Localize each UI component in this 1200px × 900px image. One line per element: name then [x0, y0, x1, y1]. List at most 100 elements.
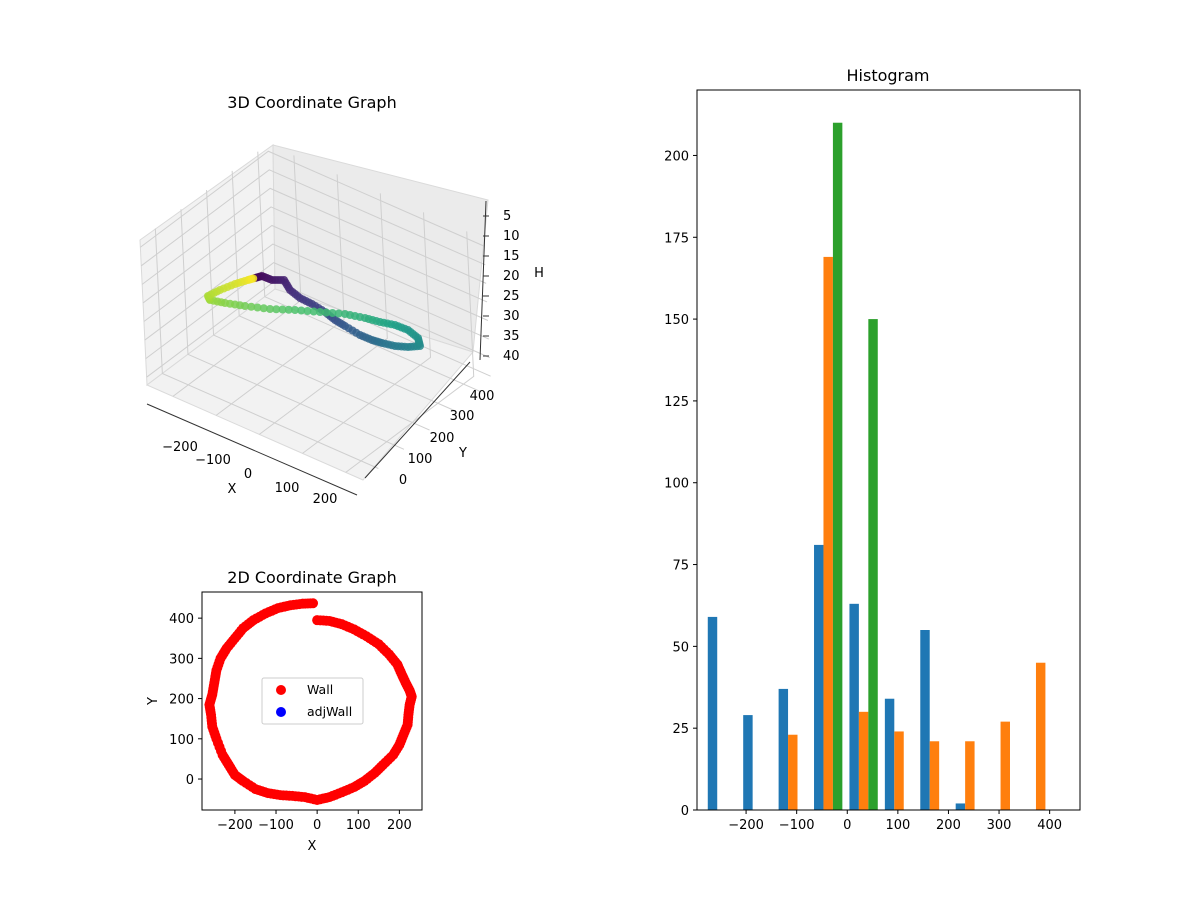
- z-tick-label-3d: 35: [503, 329, 520, 344]
- wall-point: [308, 598, 319, 609]
- y-tick-label: 50: [672, 640, 689, 655]
- hist-bar: [884, 698, 895, 810]
- y-tick-label: 0: [681, 804, 689, 819]
- plot-frame-hist: [696, 89, 1081, 811]
- hist-bar: [832, 122, 843, 810]
- x-tick-label: −200: [728, 818, 764, 833]
- ticks-hist: −200 −100 0 100 200 300 400 0 25 50 75 100 125 150 175…: [664, 149, 1062, 833]
- chart-histogram: −200 −100 0 100 200 300 400 0 25 50 75 100 125 150 175…: [664, 66, 1081, 833]
- z-tick-label-3d: 40: [503, 349, 520, 364]
- hist-bar: [814, 544, 824, 810]
- point-3d: [334, 309, 343, 318]
- y-tick-label: 25: [672, 722, 689, 737]
- x-tick-label-3d: −100: [195, 453, 231, 468]
- y-tick-label-3d: 200: [430, 431, 455, 446]
- x-tick-label-3d: 100: [275, 481, 300, 496]
- hist-bar: [929, 741, 940, 810]
- x-tick-label: 300: [987, 818, 1012, 833]
- x-tick-label: 100: [346, 818, 371, 833]
- x-axis-3d-label: X: [228, 482, 237, 497]
- point-3d: [316, 308, 324, 316]
- point-3d: [309, 307, 318, 316]
- y-tick-label: 75: [672, 559, 689, 574]
- hist-bar: [955, 803, 966, 810]
- chart-2d-title: 2D Coordinate Graph: [227, 568, 396, 587]
- legend-label-adjwall: adjWall: [307, 704, 352, 719]
- y-tick-label-3d: 400: [470, 389, 495, 404]
- y-tick-label: 175: [664, 231, 689, 246]
- y-tick-label: 300: [169, 652, 194, 667]
- hist-bar: [788, 734, 798, 810]
- x-tick-label: 200: [936, 818, 961, 833]
- y-tick-label-3d: 0: [399, 473, 407, 488]
- point-3d: [249, 274, 258, 283]
- y-tick-label: 400: [169, 612, 194, 627]
- histogram-bars: [707, 122, 1046, 811]
- point-3d: [291, 306, 299, 314]
- y-tick-label: 150: [664, 313, 689, 328]
- histogram-title: Histogram: [847, 66, 930, 85]
- x-axis-2d-label: X: [308, 839, 317, 854]
- x-tick-label: 200: [387, 818, 412, 833]
- y-tick-label-3d: 100: [408, 452, 433, 467]
- z-tick-label-3d: 10: [503, 229, 520, 244]
- z-tick-label-3d: 30: [503, 309, 520, 324]
- hist-bar: [823, 256, 833, 811]
- legend-marker-adjwall: [276, 707, 286, 717]
- point-3d: [272, 305, 281, 314]
- x-tick-label-3d: 200: [313, 492, 338, 507]
- scatter-2d-points: [204, 598, 417, 805]
- point-3d: [278, 305, 287, 314]
- point-3d: [328, 309, 337, 317]
- x-tick-label: 0: [843, 818, 851, 833]
- x-tick-label: 400: [1037, 818, 1062, 833]
- hist-bar: [868, 319, 878, 810]
- legend-label-wall: Wall: [307, 682, 333, 697]
- point-3d: [284, 305, 293, 314]
- hist-bar: [849, 603, 859, 810]
- z-tick-label-3d: 15: [503, 249, 520, 264]
- point-3d: [303, 307, 312, 315]
- point-3d: [266, 305, 274, 313]
- hist-bar: [743, 715, 753, 810]
- y-tick-label: 100: [664, 477, 689, 492]
- point-3d: [322, 308, 331, 317]
- ticks-3d: −200−10001002000100200300400510152025303…: [162, 209, 519, 507]
- y-tick-label: 0: [186, 773, 194, 788]
- y-axis-2d-label: Y: [146, 697, 161, 706]
- x-tick-label: −100: [258, 818, 294, 833]
- hist-bar: [920, 630, 930, 810]
- point-3d: [259, 304, 268, 313]
- z-tick-label-3d: 25: [503, 289, 520, 304]
- y-tick-label: 200: [169, 693, 194, 708]
- y-tick-label: 200: [664, 149, 689, 164]
- point-3d: [297, 306, 306, 315]
- point-3d: [341, 310, 349, 318]
- legend-2d: Wall adjWall: [261, 677, 364, 725]
- hist-bar: [707, 616, 718, 810]
- y-tick-label-3d: 300: [450, 409, 475, 424]
- scatter-3d-points: [204, 272, 424, 351]
- hist-bar: [965, 741, 975, 810]
- hist-bar: [858, 711, 869, 810]
- hist-bar: [1000, 721, 1010, 810]
- legend-frame: [261, 677, 364, 725]
- y-axis-3d-label: Y: [458, 446, 467, 461]
- z-axis-3d: [479, 200, 487, 361]
- y-tick-label: 125: [664, 395, 689, 410]
- x-tick-label: 100: [885, 818, 910, 833]
- chart-2d: −200 −100 0 100 200 0 100 200 300 400 2D Coordina…: [146, 568, 423, 854]
- z-axis-3d-label: H: [534, 266, 544, 281]
- x-tick-label: −200: [217, 818, 253, 833]
- x-tick-label-3d: −200: [162, 440, 198, 455]
- plot-area-hist: [697, 90, 1080, 810]
- chart-3d: −200−10001002000100200300400510152025303…: [139, 93, 544, 507]
- chart-3d-title: 3D Coordinate Graph: [227, 93, 396, 112]
- y-tick-label: 100: [169, 733, 194, 748]
- y-axis-3d: [364, 361, 471, 479]
- legend-marker-wall: [276, 685, 286, 695]
- x-tick-label-3d: 0: [244, 467, 252, 482]
- point-3d: [253, 303, 262, 312]
- hist-bar: [1035, 662, 1046, 810]
